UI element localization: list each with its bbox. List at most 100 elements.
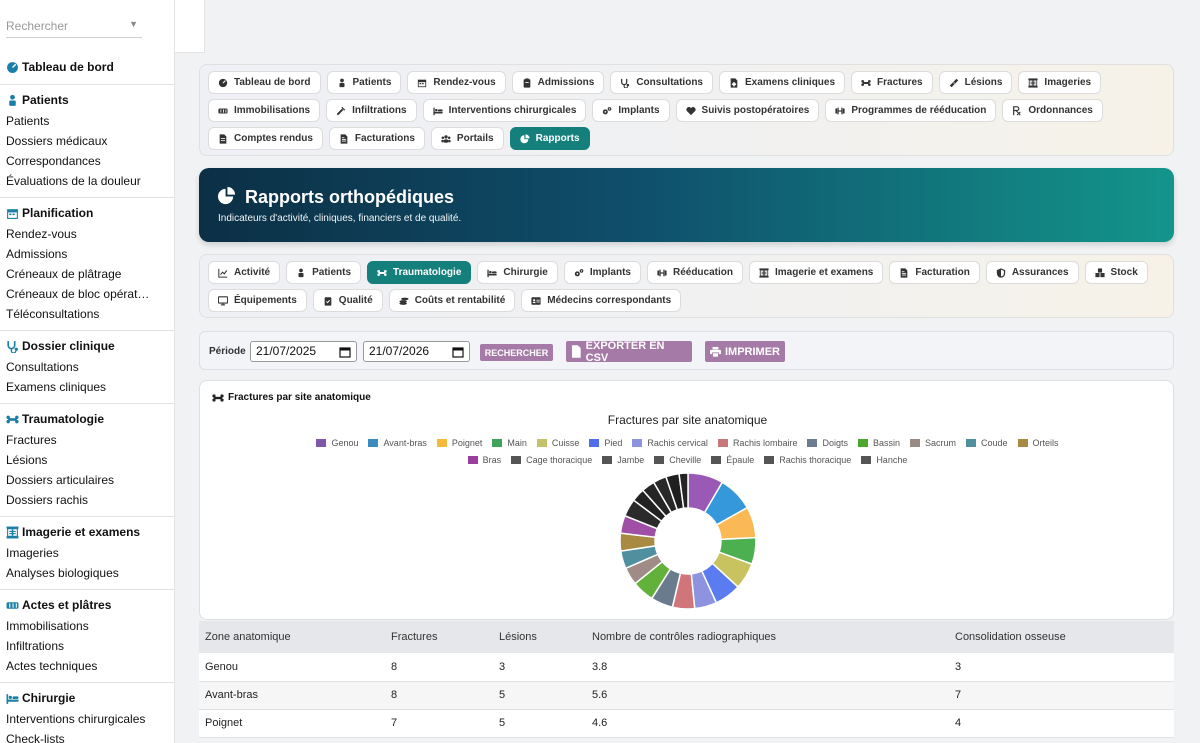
sidebar-heading[interactable]: Patients: [0, 89, 174, 111]
tab-modules-10[interactable]: Infiltrations: [326, 99, 417, 122]
tab-modules-13[interactable]: Suivis postopératoires: [675, 99, 820, 122]
legend-item[interactable]: Avant-bras: [368, 437, 427, 449]
chevron-down-icon[interactable]: ▼: [129, 19, 138, 29]
tab-modules-2[interactable]: Rendez-vous: [407, 71, 506, 94]
tab-modules-3[interactable]: Admissions: [511, 71, 605, 94]
tab-modules-5[interactable]: Examens cliniques: [719, 71, 846, 94]
tab-modules-17[interactable]: Facturations: [328, 127, 425, 150]
sidebar-item[interactable]: Dossiers articulaires: [6, 473, 115, 487]
date-from-input[interactable]: 21/07/2025: [250, 341, 357, 362]
table-row[interactable]: Poignet 7 5 4.6 4: [199, 709, 1174, 737]
sidebar-item[interactable]: Téléconsultations: [6, 307, 100, 321]
sidebar-heading[interactable]: Imagerie et examens: [0, 521, 174, 543]
tab-report_tabs-11[interactable]: Qualité: [312, 289, 383, 312]
sidebar-item[interactable]: Consultations: [6, 360, 79, 374]
tab-report_tabs-9[interactable]: Stock: [1084, 261, 1148, 284]
sidebar-heading[interactable]: Actes et plâtres: [0, 594, 174, 616]
export-csv-button[interactable]: EXPORTER EN CSV: [566, 340, 692, 364]
tab-report_tabs-13[interactable]: Médecins correspondants: [521, 289, 682, 312]
legend-item[interactable]: Poignet: [436, 437, 482, 449]
tab-report_tabs-6[interactable]: Imagerie et examens: [748, 261, 884, 284]
sidebar-item[interactable]: Patients: [6, 114, 50, 128]
tab-modules-19[interactable]: Rapports: [509, 127, 590, 150]
legend-item[interactable]: Bras: [467, 454, 501, 466]
date-to-input[interactable]: 21/07/2026: [363, 341, 470, 362]
calendar-icon[interactable]: [452, 346, 464, 358]
legend-item[interactable]: Main: [492, 437, 527, 449]
legend-item[interactable]: Rachis lombaire: [717, 437, 797, 449]
legend-item[interactable]: Bassin: [857, 437, 900, 449]
tab-report_tabs-2[interactable]: Traumatologie: [367, 261, 472, 284]
legend-item[interactable]: Hanche: [861, 454, 907, 466]
search-input[interactable]: [6, 16, 124, 36]
legend-item[interactable]: Genou: [316, 437, 358, 449]
column-header[interactable]: Nombre de contrôles radiographiques: [592, 631, 777, 643]
sidebar-item[interactable]: Imageries: [6, 546, 59, 560]
tab-report_tabs-8[interactable]: Assurances: [985, 261, 1079, 284]
tab-modules-11[interactable]: Interventions chirurgicales: [422, 99, 587, 122]
sidebar-heading[interactable]: Dossier clinique: [0, 335, 174, 357]
sidebar-item[interactable]: Créneaux de bloc opérat…: [6, 287, 150, 301]
tab-report_tabs-12[interactable]: Coûts et rentabilité: [388, 289, 516, 312]
legend-item[interactable]: Cuisse: [536, 437, 579, 449]
tab-report_tabs-3[interactable]: Chirurgie: [477, 261, 558, 284]
sidebar-item[interactable]: Check-lists: [6, 732, 65, 743]
tab-report_tabs-0[interactable]: Activité: [208, 261, 281, 284]
sidebar-item[interactable]: Infiltrations: [6, 639, 65, 653]
table-row[interactable]: Genou 8 3 3.8 3: [199, 653, 1174, 681]
column-header[interactable]: Zone anatomique: [205, 631, 291, 643]
sidebar-item[interactable]: Rendez-vous: [6, 227, 77, 241]
sidebar-item[interactable]: Actes techniques: [6, 659, 98, 673]
print-button[interactable]: IMPRIMER: [705, 341, 785, 362]
tab-report_tabs-1[interactable]: Patients: [286, 261, 362, 284]
sidebar-item[interactable]: Lésions: [6, 453, 48, 467]
tab-modules-6[interactable]: Fractures: [851, 71, 933, 94]
tab-modules-16[interactable]: Comptes rendus: [208, 127, 323, 150]
sidebar-item[interactable]: Interventions chirurgicales: [6, 712, 146, 726]
sidebar-item[interactable]: Fractures: [6, 433, 57, 447]
legend-item[interactable]: Pied: [589, 437, 622, 449]
tab-modules-0[interactable]: Tableau de bord: [208, 71, 321, 94]
legend-item[interactable]: Sacrum: [910, 437, 956, 449]
tab-modules-14[interactable]: Programmes de rééducation: [825, 99, 997, 122]
sidebar-item[interactable]: Analyses biologiques: [6, 566, 119, 580]
sidebar-item[interactable]: Examens cliniques: [6, 380, 107, 394]
sidebar-heading[interactable]: Chirurgie: [0, 687, 174, 709]
legend-item[interactable]: Cage thoracique: [511, 454, 592, 466]
sidebar-heading[interactable]: Tableau de bord: [0, 56, 174, 78]
sidebar-item[interactable]: Correspondances: [6, 154, 101, 168]
tab-report_tabs-5[interactable]: Rééducation: [646, 261, 743, 284]
column-header[interactable]: Lésions: [499, 631, 537, 643]
sidebar-item[interactable]: Évaluations de la douleur: [6, 174, 141, 188]
sidebar-heading[interactable]: Planification: [0, 202, 174, 224]
column-header[interactable]: Consolidation osseuse: [955, 631, 1066, 643]
legend-item[interactable]: Cheville: [654, 454, 701, 466]
legend-item[interactable]: Rachis thoracique: [764, 454, 851, 466]
column-header[interactable]: Fractures: [391, 631, 438, 643]
sidebar-item[interactable]: Admissions: [6, 247, 68, 261]
sidebar-item[interactable]: Dossiers rachis: [6, 493, 89, 507]
calendar-icon[interactable]: [339, 346, 351, 358]
tab-modules-8[interactable]: Imageries: [1018, 71, 1102, 94]
tab-report_tabs-7[interactable]: Facturation: [889, 261, 980, 284]
tab-modules-7[interactable]: Lésions: [938, 71, 1013, 94]
sidebar-item[interactable]: Dossiers médicaux: [6, 134, 108, 148]
donut-slice[interactable]: [678, 472, 689, 510]
tab-modules-4[interactable]: Consultations: [610, 71, 713, 94]
sidebar-heading[interactable]: Traumatologie: [0, 408, 174, 430]
legend-item[interactable]: Doigts: [807, 437, 848, 449]
legend-item[interactable]: Coude: [966, 437, 1008, 449]
tab-modules-15[interactable]: Ordonnances: [1002, 99, 1103, 122]
legend-item[interactable]: Rachis cervical: [632, 437, 708, 449]
tab-report_tabs-4[interactable]: Implants: [563, 261, 641, 284]
sidebar-item[interactable]: Créneaux de plâtrage: [6, 267, 122, 281]
tab-modules-9[interactable]: Immobilisations: [208, 99, 321, 122]
tab-report_tabs-10[interactable]: Équipements: [208, 289, 307, 312]
sidebar-search[interactable]: ▼: [6, 16, 142, 38]
legend-item[interactable]: Épaule: [711, 454, 754, 466]
sidebar-item[interactable]: Immobilisations: [6, 619, 89, 633]
tab-modules-1[interactable]: Patients: [326, 71, 402, 94]
legend-item[interactable]: Jambe: [602, 454, 644, 466]
tab-modules-12[interactable]: Implants: [592, 99, 670, 122]
search-button[interactable]: RECHERCHER: [480, 344, 553, 361]
